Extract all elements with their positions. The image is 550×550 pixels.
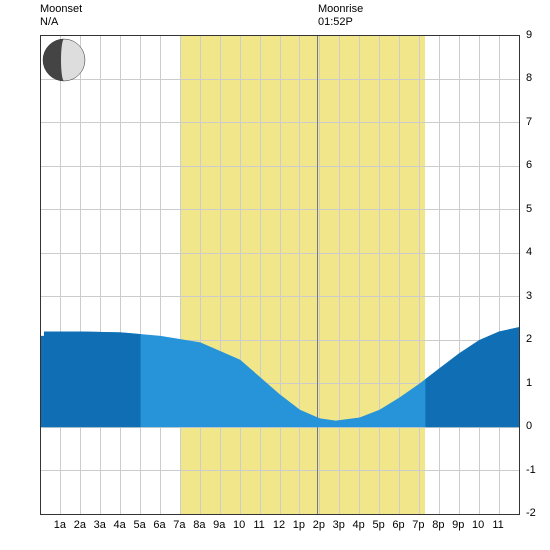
y-tick-label: -1 <box>526 464 548 476</box>
x-tick-label: 10 <box>233 519 245 550</box>
moonset-value: N/A <box>40 16 82 29</box>
x-tick-label: 8p <box>432 519 444 550</box>
x-tick-label: 4p <box>353 519 365 550</box>
y-tick-label: 8 <box>526 72 548 84</box>
x-tick-label: 9p <box>452 519 464 550</box>
x-tick-label: 6p <box>392 519 404 550</box>
tide-area-dark-right <box>425 327 519 427</box>
x-tick-label: 9a <box>213 519 225 550</box>
moonset-label: Moonset <box>40 3 82 16</box>
y-tick-label: 2 <box>526 333 548 345</box>
moonrise-value: 01:52P <box>318 16 363 29</box>
y-tick-label: 1 <box>526 377 548 389</box>
moonset-block: Moonset N/A <box>40 3 82 29</box>
tide-chart-container: Moonset N/A Moonrise 01:52P -2-101234567… <box>0 0 550 550</box>
x-tick-label: 11 <box>253 519 264 550</box>
y-tick-label: 0 <box>526 420 548 432</box>
x-tick-label: 6a <box>153 519 165 550</box>
moonrise-block: Moonrise 01:52P <box>318 3 363 29</box>
x-tick-label: 7a <box>173 519 185 550</box>
x-tick-label: 1p <box>293 519 305 550</box>
chart-plot-area <box>40 35 520 515</box>
x-tick-label: 7p <box>412 519 424 550</box>
x-tick-label: 2a <box>74 519 86 550</box>
y-tick-label: 6 <box>526 159 548 171</box>
chart-header: Moonset N/A Moonrise 01:52P <box>0 3 550 35</box>
y-tick-label: 7 <box>526 116 548 128</box>
y-tick-label: 3 <box>526 290 548 302</box>
y-tick-label: 5 <box>526 203 548 215</box>
x-tick-label: 3a <box>94 519 106 550</box>
x-tick-label: 4a <box>114 519 126 550</box>
y-tick-label: 9 <box>526 29 548 41</box>
x-tick-label: 11 <box>492 519 503 550</box>
x-tick-label: 3p <box>333 519 345 550</box>
y-tick-label: 4 <box>526 246 548 258</box>
x-tick-label: 1a <box>54 519 66 550</box>
moonrise-label: Moonrise <box>318 3 363 16</box>
x-tick-label: 8a <box>193 519 205 550</box>
x-tick-label: 5p <box>372 519 384 550</box>
tide-area <box>41 36 519 514</box>
x-tick-label: 5a <box>133 519 145 550</box>
x-tick-label: 10 <box>472 519 484 550</box>
x-tick-label: 12 <box>273 519 285 550</box>
tide-area-dark <box>44 331 141 427</box>
moon-phase-icon <box>42 38 86 82</box>
y-tick-label: -2 <box>526 507 548 519</box>
x-tick-label: 2p <box>313 519 325 550</box>
